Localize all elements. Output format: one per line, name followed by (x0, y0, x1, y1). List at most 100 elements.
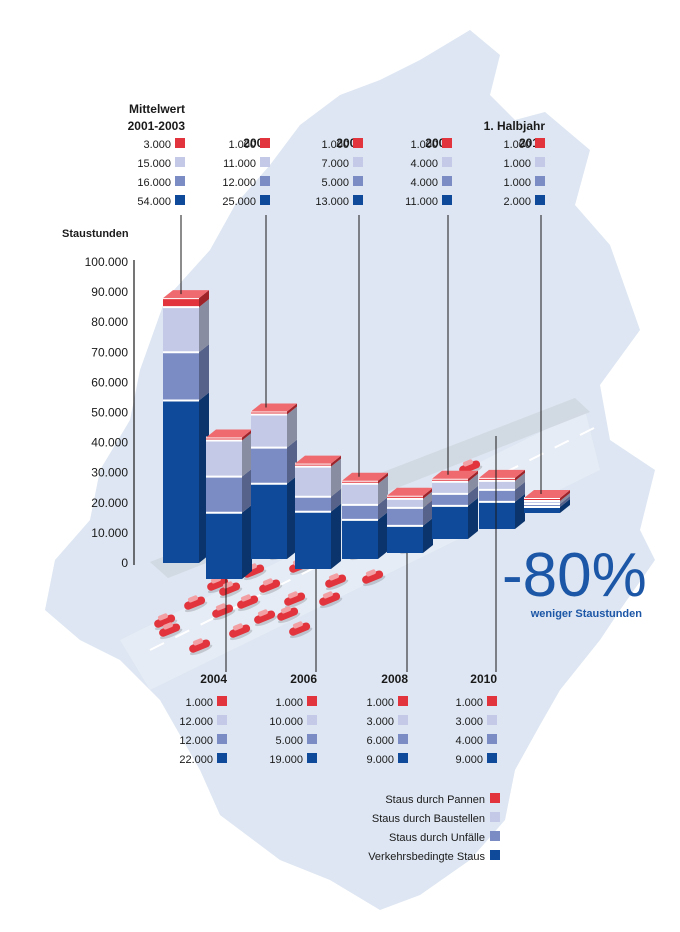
bar-segment-side (287, 403, 297, 415)
bar-segment-side (423, 490, 433, 508)
bar-segment-side (242, 432, 252, 477)
bars-group (163, 290, 570, 579)
y-tick-label: 70.000 (91, 345, 128, 359)
bar-segment-side (242, 429, 252, 441)
bar-segment-side (560, 492, 570, 504)
bar-segment-side (468, 473, 478, 494)
bar-segment-side (287, 475, 297, 559)
series-swatch (398, 753, 408, 763)
y-tick-label: 30.000 (91, 466, 128, 480)
bar-segment-front (387, 525, 423, 553)
car-icon (277, 606, 301, 624)
data-value-label: 5.000 (321, 177, 349, 189)
bar-segment-side (423, 487, 433, 499)
legend-label: Staus durch Baustellen (372, 813, 485, 825)
series-swatch (175, 195, 185, 205)
bar-segment-side (378, 511, 388, 559)
y-axis-title: Staustunden (62, 228, 129, 240)
series-swatch (535, 195, 545, 205)
data-value-label: 12.000 (222, 177, 256, 189)
bar-segment-front (479, 477, 515, 481)
series-swatch (487, 734, 497, 744)
bar-top-face (206, 429, 252, 438)
bar-segment-side (423, 517, 433, 553)
bar-segment-side (242, 504, 252, 579)
y-axis: 100.000 90.000 80.000 70.000 60.000 50.000 40.… (62, 228, 135, 570)
series-swatch (175, 138, 185, 148)
data-value-label: 11.000 (223, 158, 256, 170)
bar-segment-front (524, 497, 560, 501)
data-value-label: 3.000 (143, 139, 171, 151)
legend-swatch (490, 831, 500, 841)
car-icon (289, 621, 313, 639)
series-swatch (535, 157, 545, 167)
bar-segment-side (199, 290, 209, 308)
bar-segment-front (251, 447, 287, 484)
value-label-block: 2008 1.000 3.000 6.000 9.000 (366, 672, 408, 766)
value-label-block: 2004 1.000 12.000 12.000 22.000 (179, 672, 227, 766)
bar-segment-side (468, 485, 478, 506)
bar-segment-side (515, 493, 525, 529)
category-label: Mittelwert (129, 102, 185, 116)
data-value-label: 1.000 (321, 139, 349, 151)
series-swatch (442, 157, 452, 167)
bar-segment-side (331, 503, 341, 569)
legend-swatch (490, 812, 500, 822)
bar-segment-front (479, 489, 515, 502)
road-dash (149, 642, 165, 651)
series-swatch (398, 734, 408, 744)
series-swatch (217, 734, 227, 744)
series-swatch (217, 715, 227, 725)
series-swatch (217, 753, 227, 763)
category-label: 2008 (381, 672, 408, 686)
bar-segment-side (378, 475, 388, 505)
series-swatch (260, 157, 270, 167)
data-value-label: 15.000 (137, 158, 171, 170)
bar-segment-side (331, 488, 341, 512)
bar-segment-front (295, 496, 331, 512)
bar-top-face (387, 487, 433, 496)
data-value-label: 1.000 (503, 139, 531, 151)
data-value-label: 7.000 (321, 158, 349, 170)
bar-top-face (163, 290, 209, 299)
legend-swatch (490, 850, 500, 860)
data-value-label: 2.000 (503, 196, 531, 208)
data-value-label: 1.000 (275, 697, 303, 709)
bar-top-face (479, 469, 525, 478)
bar-segment-front (342, 483, 378, 505)
bar-segment-front (342, 480, 378, 484)
car-icon (284, 591, 308, 609)
data-value-label: 12.000 (179, 735, 213, 747)
bar-segment-front (163, 307, 199, 353)
bar-segment-front (163, 400, 199, 563)
bar-segment-side (331, 455, 341, 467)
data-value-label: 4.000 (410, 177, 438, 189)
value-label-block: Mittelwert 2001-2003 3.000 15.000 16.000 54.0… (128, 102, 186, 208)
bar-segment-side (560, 489, 570, 501)
bar-segment-front (342, 504, 378, 520)
bar-stack (163, 290, 209, 563)
y-tick-label: 0 (121, 556, 128, 570)
series-swatch (442, 176, 452, 186)
bar-segment-side (560, 498, 570, 513)
bar-segment-front (342, 519, 378, 559)
series-swatch (535, 176, 545, 186)
bar-segment-side (378, 496, 388, 520)
data-value-label: 1.000 (185, 697, 213, 709)
series-swatch (535, 138, 545, 148)
bar-segment-side (378, 472, 388, 484)
bar-segment-front (206, 437, 242, 441)
series-swatch (487, 696, 497, 706)
reduction-percentage: -80% (502, 541, 647, 610)
series-swatch (260, 195, 270, 205)
car-icon (184, 595, 208, 613)
data-value-label: 16.000 (137, 177, 171, 189)
bar-segment-side (515, 481, 525, 502)
bar-stack (206, 429, 252, 579)
bar-segment-front (251, 411, 287, 415)
series-swatch (353, 157, 363, 167)
data-value-label: 12.000 (179, 716, 213, 728)
legend-label: Staus durch Unfälle (389, 832, 485, 844)
bar-segment-side (287, 439, 297, 484)
bar-segment-side (287, 406, 297, 448)
